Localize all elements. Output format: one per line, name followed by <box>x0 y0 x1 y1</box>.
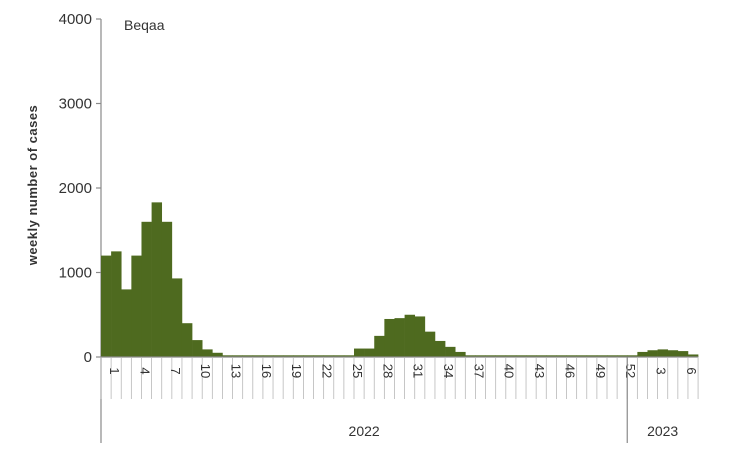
x-axis <box>100 356 699 399</box>
bar <box>273 355 284 357</box>
bar <box>192 340 203 357</box>
bar-series <box>101 202 699 357</box>
x-tick-label: 37 <box>471 364 486 378</box>
x-tick-label: 6 <box>684 367 699 374</box>
x-tick-label: 4 <box>137 367 152 374</box>
bar <box>505 355 517 357</box>
x-tick-label: 34 <box>441 364 456 378</box>
bar <box>252 355 264 357</box>
bar <box>455 351 466 357</box>
bar <box>343 355 355 357</box>
x-tick-label: 3 <box>654 367 669 374</box>
bar <box>232 355 243 357</box>
bar <box>627 355 638 357</box>
bar <box>556 355 567 357</box>
bar <box>647 350 658 357</box>
x-tick-label: 1 <box>107 367 122 374</box>
bar <box>333 355 345 357</box>
bar <box>171 278 183 357</box>
bar <box>515 355 527 357</box>
x-tick-label: 10 <box>198 364 213 378</box>
bar <box>384 318 395 357</box>
bar <box>586 355 598 357</box>
y-axis: 0 1000 2000 3000 4000 <box>59 11 102 443</box>
y-tick-label: 0 <box>84 349 92 366</box>
y-tick-label: 1000 <box>59 265 92 282</box>
bar <box>374 335 385 357</box>
x-tick-label: 40 <box>502 364 517 378</box>
bar <box>293 355 304 357</box>
y-axis-title: weekly number of cases <box>25 105 40 267</box>
x-tick-label: 16 <box>259 364 274 378</box>
bar <box>323 355 335 357</box>
bar <box>101 255 112 357</box>
bar <box>283 355 294 357</box>
bar <box>111 251 122 357</box>
bar <box>677 351 689 357</box>
bar <box>637 351 648 357</box>
x-tick-label: 13 <box>229 364 244 378</box>
bar <box>181 323 193 357</box>
x-tick-label: 43 <box>532 364 547 378</box>
year-label: 2022 <box>349 423 380 439</box>
x-tick-label: 7 <box>168 367 183 374</box>
bar <box>536 355 547 357</box>
x-tick-label: 22 <box>320 364 335 378</box>
x-tick-label: 25 <box>350 364 365 378</box>
bar <box>303 355 314 357</box>
bar <box>596 355 608 357</box>
bar <box>445 346 456 357</box>
year-labels: 2022 2023 <box>349 357 678 443</box>
x-tick-label: 52 <box>623 364 638 378</box>
bar <box>434 340 446 357</box>
bar <box>161 221 173 357</box>
bar <box>222 355 233 357</box>
chart-title: Beqaa <box>124 17 165 33</box>
y-tick-label: 4000 <box>59 11 92 28</box>
bar <box>617 355 628 357</box>
bar <box>687 354 699 357</box>
x-tick-label: 31 <box>411 364 426 378</box>
bar <box>424 331 436 357</box>
bar <box>667 350 679 357</box>
bar <box>202 349 213 357</box>
bar <box>364 348 375 357</box>
bar <box>576 355 588 357</box>
bar <box>121 289 132 357</box>
bar <box>394 318 405 357</box>
bar <box>465 355 476 357</box>
bar <box>262 355 274 357</box>
x-tick-label: 28 <box>380 364 395 378</box>
bar <box>151 202 163 357</box>
x-tick-label: 19 <box>289 364 304 378</box>
bar <box>242 355 254 357</box>
y-tick-label: 3000 <box>59 96 92 113</box>
x-tick-label: 49 <box>593 364 608 378</box>
bar <box>354 348 365 357</box>
y-tick-label: 2000 <box>59 180 92 197</box>
bar <box>404 314 416 357</box>
x-tick-label: 46 <box>562 364 577 378</box>
x-tick-labels: 1 4 7 10 13 16 19 22 25 28 31 34 37 40 43 46 49 52 3 6 <box>107 364 699 378</box>
bar <box>526 355 537 357</box>
bar <box>546 355 557 357</box>
bar <box>495 355 507 357</box>
bar <box>131 255 142 357</box>
bar <box>566 355 577 357</box>
bar <box>414 316 426 357</box>
bar <box>485 355 496 357</box>
year-label: 2023 <box>647 423 678 439</box>
bar <box>141 221 152 357</box>
bar <box>475 355 486 357</box>
bar <box>212 352 223 357</box>
bar <box>607 355 618 357</box>
bar <box>657 349 669 357</box>
bar <box>313 355 324 357</box>
